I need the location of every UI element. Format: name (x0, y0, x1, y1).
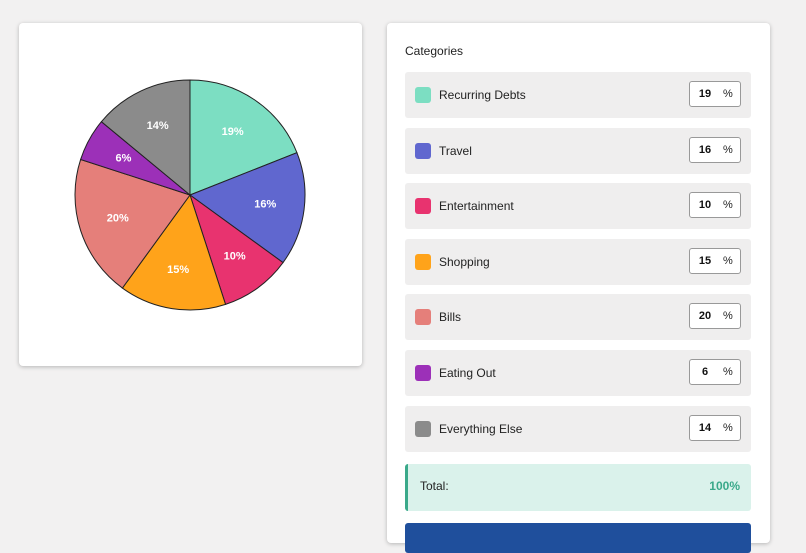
slice-label: 10% (224, 250, 246, 262)
categories-card: Categories Recurring Debts 19% Travel 16% En… (387, 23, 770, 553)
slice-label: 6% (116, 152, 132, 164)
percent-unit: % (723, 143, 733, 156)
slice-label: 15% (167, 264, 189, 276)
category-name: Everything Else (439, 421, 523, 436)
percent-value: 15 (698, 254, 712, 267)
category-name: Bills (439, 310, 462, 325)
percent-value: 14 (698, 421, 712, 434)
total-value: 100% (709, 479, 740, 493)
percent-input[interactable]: 6% (689, 359, 741, 385)
button[interactable] (405, 523, 751, 553)
category-row: Travel 16% (405, 127, 751, 174)
slice-label: 19% (222, 126, 244, 138)
panel-title: Categories (405, 44, 464, 58)
chart-card: 19% 16% 10% 15% 20% 6% 14% (19, 23, 362, 366)
total-row: Total: 100% (405, 464, 751, 511)
slice-label: 14% (147, 120, 169, 132)
category-row: Recurring Debts 19% (405, 72, 751, 118)
percent-input[interactable]: 19% (689, 81, 741, 107)
percent-value: 16 (698, 143, 712, 156)
percent-value: 10 (698, 199, 712, 212)
pie-slice (189, 79, 298, 196)
percent-input[interactable]: 14% (689, 414, 741, 441)
percent-unit: % (723, 254, 733, 267)
color-swatch (415, 309, 431, 326)
pie-slice (74, 158, 191, 289)
category-name: Entertainment (439, 199, 514, 214)
percent-input[interactable]: 15% (689, 247, 741, 274)
color-swatch (415, 253, 431, 270)
category-name: Travel (439, 143, 472, 158)
percent-unit: % (723, 199, 733, 212)
percent-input[interactable]: 10% (689, 192, 741, 219)
pie-slice (189, 193, 284, 306)
pie-slice (188, 152, 306, 264)
category-name: Eating Out (439, 366, 496, 380)
percent-unit: % (723, 88, 733, 100)
percent-value: 19 (698, 88, 712, 100)
category-row: Eating Out 6% (405, 350, 751, 396)
color-swatch (415, 87, 431, 103)
percent-value: 20 (698, 310, 712, 323)
slice-label: 20% (107, 212, 129, 224)
category-row: Entertainment 10% (405, 183, 751, 230)
category-name: Recurring Debts (439, 88, 526, 102)
total-label: Total: (420, 479, 449, 493)
slice-label: 16% (254, 198, 276, 210)
pie-slice (100, 79, 191, 197)
pie-chart: 19% 16% 10% 15% 20% 6% 14% (74, 79, 306, 311)
color-swatch (415, 142, 431, 159)
page: 19% 16% 10% 15% 20% 6% 14% Categories Recurrin… (19, 23, 770, 553)
percent-unit: % (723, 366, 733, 378)
category-row: Shopping 15% (405, 238, 751, 285)
percent-value: 6 (701, 366, 709, 378)
category-row: Bills 20% (405, 294, 751, 341)
category-row: Everything Else 14% (405, 405, 751, 452)
percent-input[interactable]: 20% (689, 303, 741, 330)
category-name: Shopping (439, 254, 490, 269)
percent-unit: % (723, 310, 733, 323)
pie-slice (121, 193, 227, 311)
percent-unit: % (723, 421, 733, 434)
percent-input[interactable]: 16% (689, 136, 741, 163)
color-swatch (415, 365, 431, 381)
color-swatch (415, 198, 431, 215)
color-swatch (415, 420, 431, 437)
